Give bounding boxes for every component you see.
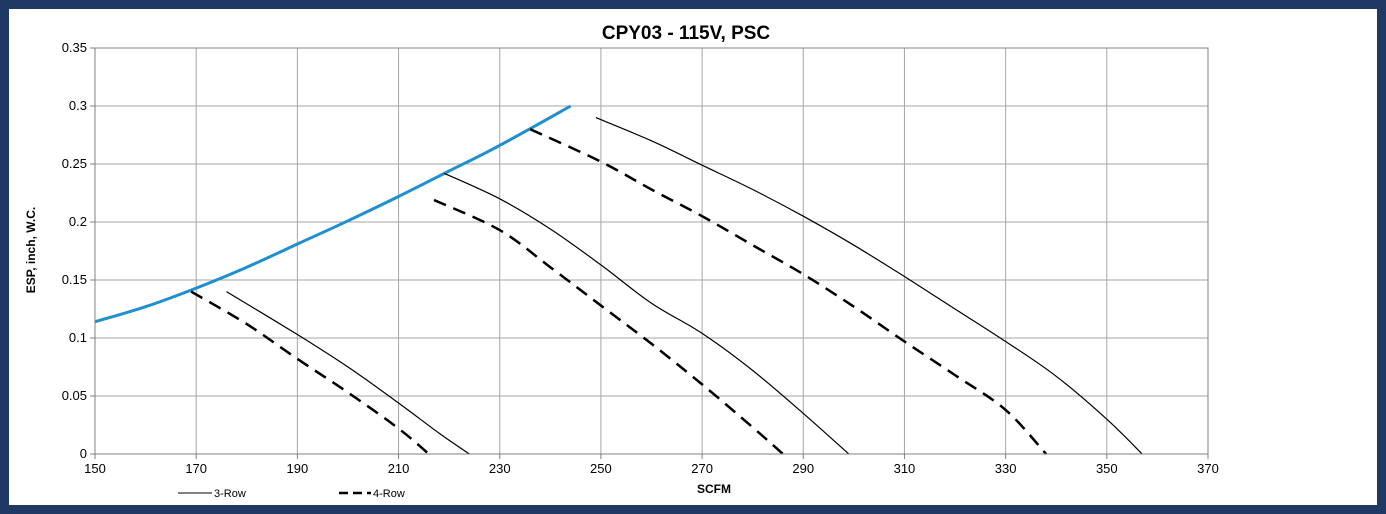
legend-label-4-row: 4-Row xyxy=(373,488,405,500)
x-tick-label: 210 xyxy=(388,461,410,476)
series-3-row-5 xyxy=(595,117,1143,455)
x-tick-label: 190 xyxy=(287,461,309,476)
y-tick-label: 0.1 xyxy=(69,330,87,345)
y-tick-label: 0.05 xyxy=(62,388,87,403)
x-tick-label: 330 xyxy=(995,461,1017,476)
x-tick-label: 270 xyxy=(691,461,713,476)
x-tick-label: 150 xyxy=(84,461,106,476)
series-4-row-6 xyxy=(529,128,1048,455)
y-tick-label: 0.25 xyxy=(62,156,87,171)
x-tick-label: 230 xyxy=(489,461,511,476)
series-4-row-2 xyxy=(190,290,430,455)
series-lines xyxy=(94,104,1143,455)
y-tick-label: 0.35 xyxy=(62,40,87,55)
series-4-row-4 xyxy=(433,198,784,455)
grid xyxy=(90,47,1209,459)
x-tick-label: 250 xyxy=(590,461,612,476)
y-tick-label: 0.15 xyxy=(62,272,87,287)
y-tick-label: 0 xyxy=(80,446,87,461)
plot-area-border xyxy=(94,47,1209,455)
legend-label-3-row: 3-Row xyxy=(214,488,246,500)
x-tick-label: 290 xyxy=(792,461,814,476)
x-axis-label: SCFM xyxy=(697,482,731,496)
chart-title: CPY03 - 115V, PSC xyxy=(602,23,771,44)
y-tick-label: 0.3 xyxy=(69,98,87,113)
series-3-row-1 xyxy=(226,291,470,455)
x-tick-label: 350 xyxy=(1096,461,1118,476)
y-axis-label: ESP, inch, W.C. xyxy=(24,207,38,293)
y-tick-label: 0.2 xyxy=(69,214,87,229)
legend: 3-Row 4-Row xyxy=(178,488,405,500)
x-tick-label: 370 xyxy=(1197,461,1219,476)
x-tick-label: 310 xyxy=(894,461,916,476)
blower-limit-curve xyxy=(94,104,572,324)
series-3-row-3 xyxy=(443,172,850,455)
tick-labels: 150 170 190 210 230 250 270 290 310 330 350 370 0 0.0… xyxy=(62,40,1219,476)
x-tick-label: 170 xyxy=(185,461,207,476)
